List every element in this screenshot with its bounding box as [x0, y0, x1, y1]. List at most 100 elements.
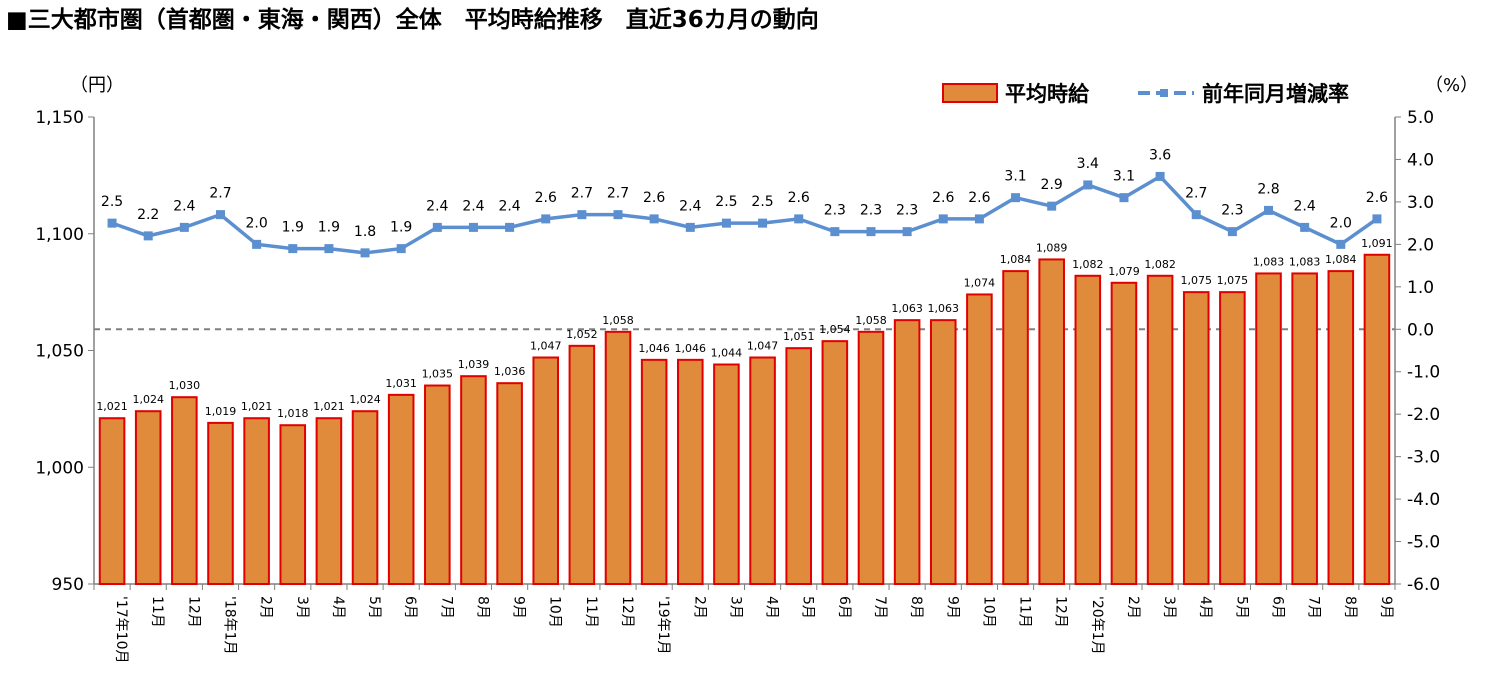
rate-value-label: 1.9 — [318, 220, 340, 236]
x-tick-label: 8月 — [1342, 596, 1358, 619]
bar-value-label: 1,079 — [1108, 265, 1140, 278]
bar-value-label: 1,030 — [169, 379, 201, 392]
bar — [1038, 258, 1065, 585]
bar — [568, 344, 596, 585]
bar — [640, 358, 668, 585]
rate-marker — [143, 231, 153, 241]
x-tick-label: 6月 — [402, 596, 418, 619]
x-tick-label: 5月 — [800, 596, 816, 619]
rate-marker — [179, 222, 189, 232]
rate-value-label: 2.4 — [679, 198, 701, 214]
bar-value-label: 1,082 — [1072, 258, 1104, 271]
bar — [893, 319, 921, 585]
rate-marker — [1227, 227, 1237, 237]
rate-value-label: 2.6 — [932, 190, 954, 206]
bar — [749, 356, 776, 585]
bar-value-label: 1,044 — [711, 347, 743, 360]
bar-value-label: 1,039 — [458, 358, 490, 371]
rate-marker — [468, 222, 478, 232]
bar-value-label: 1,082 — [1144, 258, 1176, 271]
rate-marker — [505, 222, 515, 232]
bar — [1255, 272, 1282, 585]
rate-marker — [107, 218, 117, 228]
bar-value-label: 1,024 — [349, 393, 381, 406]
bar — [821, 340, 849, 585]
rate-value-label: 2.7 — [1185, 186, 1207, 202]
bar — [1182, 291, 1210, 585]
rate-value-label: 2.6 — [1366, 190, 1388, 206]
x-tick-label: 6月 — [836, 596, 852, 619]
bar-series: 1,021 1,024 1,030 1,019 1,021 1,018 1,021 1,024… — [96, 237, 1393, 586]
bar — [677, 358, 704, 585]
bar-value-label: 1,091 — [1361, 237, 1393, 250]
rate-marker — [1191, 210, 1201, 220]
x-tick-label: 12月 — [619, 596, 635, 628]
right-tick-label: -3.0 — [1407, 448, 1440, 468]
rate-value-label: 2.3 — [860, 203, 882, 219]
rate-value-label: 3.1 — [1113, 169, 1135, 185]
right-tick-label: 5.0 — [1407, 108, 1434, 128]
rate-marker — [721, 218, 731, 228]
bar — [351, 410, 379, 585]
rate-marker — [1372, 214, 1382, 224]
bar-value-label: 1,054 — [819, 323, 851, 336]
rate-value-label: 2.5 — [751, 194, 773, 210]
bar — [460, 375, 487, 585]
rate-value-label: 2.6 — [535, 190, 557, 206]
x-tick-label: 5月 — [1233, 596, 1249, 619]
rate-value-label: 2.4 — [462, 198, 484, 214]
rate-marker — [252, 239, 262, 249]
rate-marker — [215, 210, 225, 220]
rate-value-label: 1.9 — [390, 220, 412, 236]
bar — [857, 330, 885, 585]
bar — [966, 293, 993, 585]
rate-value-label: 2.8 — [1257, 181, 1279, 197]
bar — [1219, 291, 1246, 585]
x-tick-label: 8月 — [908, 596, 924, 619]
rate-value-label: 1.8 — [354, 224, 376, 240]
x-tick-label: 2月 — [1125, 596, 1141, 619]
bar — [279, 424, 307, 585]
x-tick-label: 2月 — [691, 596, 707, 619]
bar — [171, 396, 198, 586]
bar-value-label: 1,084 — [1325, 253, 1357, 266]
bar-value-label: 1,036 — [494, 365, 526, 378]
legend-bar-swatch — [942, 83, 998, 103]
x-tick-label: 9月 — [511, 596, 527, 619]
bar — [1363, 253, 1391, 585]
bar-value-label: 1,031 — [385, 377, 417, 390]
bar — [1327, 270, 1355, 585]
bar — [496, 382, 523, 585]
bar-value-label: 1,063 — [928, 302, 960, 315]
bar-value-label: 1,083 — [1253, 255, 1285, 268]
rate-value-label: 3.4 — [1077, 156, 1099, 172]
bar — [243, 417, 270, 585]
bar — [1291, 272, 1318, 585]
bar-value-label: 1,021 — [313, 400, 345, 413]
x-tick-label: 4月 — [764, 596, 780, 619]
rate-marker — [902, 227, 912, 237]
right-tick-label: 1.0 — [1407, 278, 1434, 298]
x-tick-label: '17年10月 — [113, 596, 129, 663]
bar-value-label: 1,074 — [964, 276, 996, 289]
x-tick-label: 9月 — [1378, 596, 1394, 619]
rate-value-label: 2.0 — [245, 215, 267, 231]
right-tick-label: 4.0 — [1407, 150, 1434, 170]
x-tick-label: 5月 — [366, 596, 382, 619]
bar — [1146, 274, 1174, 585]
x-tick-label: 2月 — [258, 596, 274, 619]
bar-value-label: 1,058 — [602, 314, 634, 327]
x-tick-label: '18年1月 — [221, 596, 237, 655]
rate-value-label: 2.9 — [1041, 177, 1063, 193]
rate-value-label: 2.5 — [715, 194, 737, 210]
rate-value-label: 2.3 — [1221, 203, 1243, 219]
bar-value-label: 1,058 — [855, 314, 887, 327]
right-tick-label: -1.0 — [1407, 363, 1440, 383]
bar — [207, 421, 234, 586]
bar-value-label: 1,035 — [422, 368, 454, 381]
x-tick-label: 11月 — [149, 596, 165, 628]
chart-title: ■三大都市圏（首都圏・東海・関西）全体 平均時給推移 直近36カ月の動向 — [6, 6, 819, 33]
x-tick-label: 6月 — [1270, 596, 1286, 619]
x-tick-label: 3月 — [1161, 596, 1177, 619]
